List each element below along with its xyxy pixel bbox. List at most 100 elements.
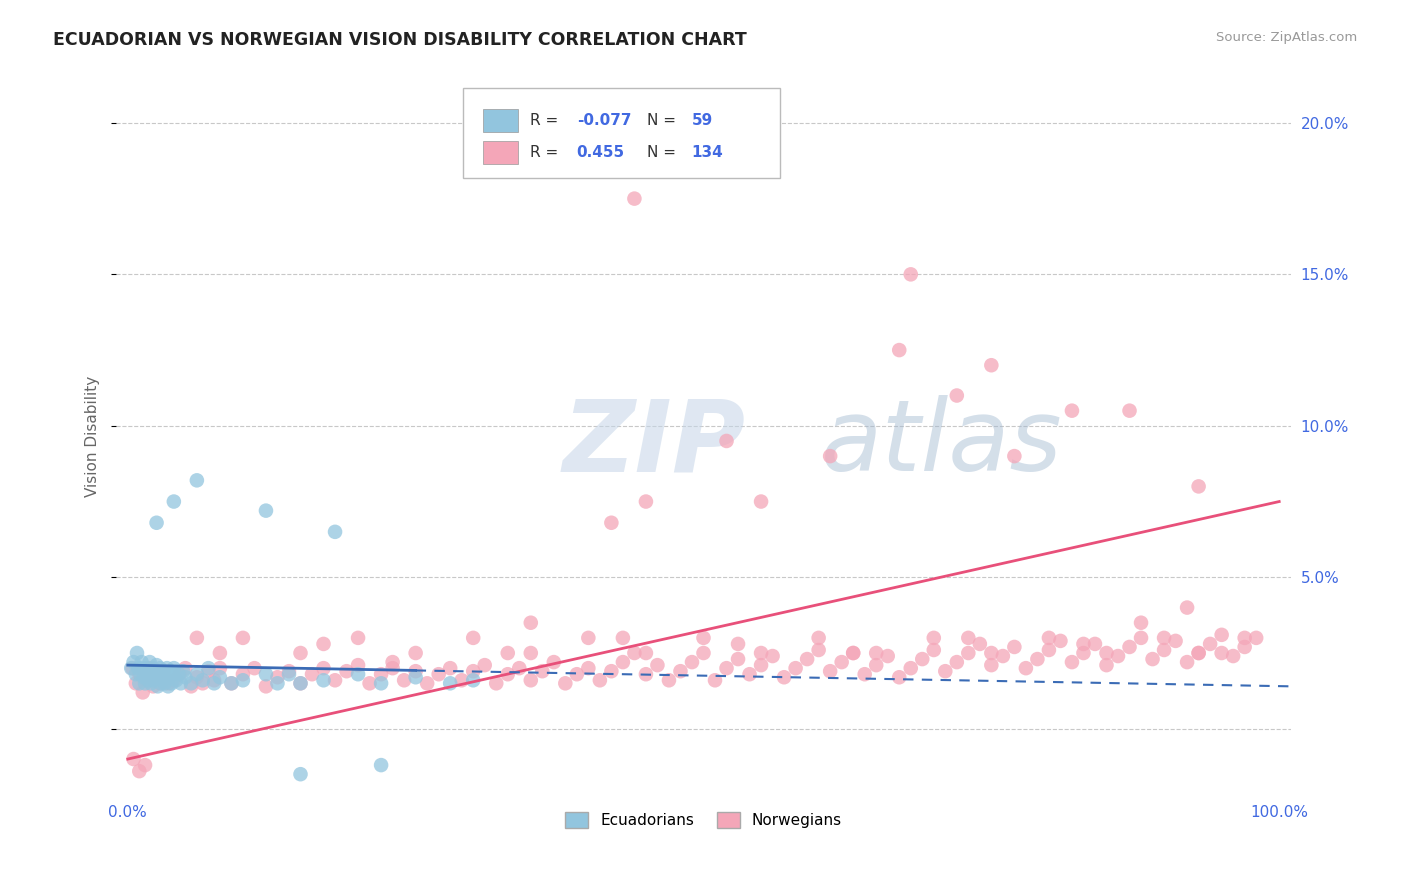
- Point: [1199, 637, 1222, 651]
- Point: [174, 661, 197, 675]
- Bar: [482, 141, 517, 164]
- Point: [254, 679, 277, 693]
- Point: [818, 449, 841, 463]
- Point: [485, 676, 508, 690]
- Point: [543, 655, 565, 669]
- Text: atlas: atlas: [821, 395, 1063, 492]
- Point: [1233, 631, 1256, 645]
- Point: [232, 673, 254, 688]
- Point: [121, 661, 143, 675]
- Point: [1153, 643, 1175, 657]
- Point: [1095, 658, 1118, 673]
- Point: [876, 648, 898, 663]
- Point: [1175, 655, 1198, 669]
- Point: [463, 673, 485, 688]
- Point: [134, 676, 156, 690]
- Point: [180, 676, 202, 690]
- Point: [818, 664, 841, 678]
- Point: [1164, 633, 1187, 648]
- Text: N =: N =: [647, 113, 681, 128]
- Text: -0.077: -0.077: [576, 113, 631, 128]
- Point: [191, 676, 214, 690]
- Point: [152, 664, 174, 678]
- Text: R =: R =: [530, 113, 562, 128]
- Text: R =: R =: [530, 145, 562, 161]
- Point: [191, 673, 214, 688]
- Point: [208, 670, 231, 684]
- Point: [381, 661, 404, 675]
- Point: [531, 664, 554, 678]
- Point: [160, 676, 183, 690]
- Point: [312, 661, 335, 675]
- Point: [125, 676, 148, 690]
- Point: [290, 767, 312, 781]
- Point: [520, 615, 543, 630]
- Point: [634, 646, 657, 660]
- Point: [138, 673, 160, 688]
- Point: [163, 661, 186, 675]
- Point: [162, 667, 184, 681]
- Point: [150, 670, 173, 684]
- Point: [232, 667, 254, 681]
- Point: [128, 667, 150, 681]
- Point: [167, 667, 190, 681]
- Point: [1026, 652, 1049, 666]
- FancyBboxPatch shape: [463, 88, 780, 178]
- Point: [243, 661, 266, 675]
- Y-axis label: Vision Disability: Vision Disability: [86, 376, 100, 497]
- Point: [131, 655, 153, 669]
- Point: [165, 673, 187, 688]
- Point: [405, 664, 427, 678]
- Point: [727, 652, 749, 666]
- Point: [163, 494, 186, 508]
- Point: [254, 503, 277, 517]
- Point: [208, 646, 231, 660]
- Text: ECUADORIAN VS NORWEGIAN VISION DISABILITY CORRELATION CHART: ECUADORIAN VS NORWEGIAN VISION DISABILIT…: [53, 31, 747, 49]
- Point: [716, 661, 738, 675]
- Point: [125, 667, 148, 681]
- Point: [323, 524, 346, 539]
- Point: [208, 661, 231, 675]
- Point: [266, 670, 288, 684]
- Point: [186, 670, 208, 684]
- Point: [589, 673, 612, 688]
- Point: [969, 637, 991, 651]
- Point: [232, 631, 254, 645]
- Text: Source: ZipAtlas.com: Source: ZipAtlas.com: [1216, 31, 1357, 45]
- Point: [335, 664, 357, 678]
- Point: [496, 667, 519, 681]
- Point: [1187, 646, 1209, 660]
- Point: [1095, 646, 1118, 660]
- Point: [634, 494, 657, 508]
- Point: [1107, 648, 1129, 663]
- Point: [450, 673, 472, 688]
- Text: 59: 59: [692, 113, 713, 128]
- Point: [980, 658, 1002, 673]
- Legend: Ecuadorians, Norwegians: Ecuadorians, Norwegians: [558, 806, 848, 834]
- Point: [1060, 655, 1083, 669]
- Point: [692, 646, 714, 660]
- Point: [773, 670, 796, 684]
- Point: [278, 664, 301, 678]
- Point: [807, 631, 830, 645]
- Point: [520, 646, 543, 660]
- Point: [186, 631, 208, 645]
- Point: [957, 646, 980, 660]
- Point: [197, 661, 219, 675]
- Point: [623, 646, 645, 660]
- Point: [135, 673, 157, 688]
- Point: [129, 667, 152, 681]
- Point: [807, 643, 830, 657]
- Point: [1187, 479, 1209, 493]
- Point: [980, 646, 1002, 660]
- Point: [1002, 449, 1025, 463]
- Point: [405, 646, 427, 660]
- Point: [796, 652, 818, 666]
- Text: 134: 134: [692, 145, 724, 161]
- Point: [156, 661, 179, 675]
- Point: [155, 667, 177, 681]
- Point: [120, 661, 142, 675]
- Point: [1073, 637, 1095, 651]
- Point: [727, 637, 749, 651]
- Point: [1130, 631, 1153, 645]
